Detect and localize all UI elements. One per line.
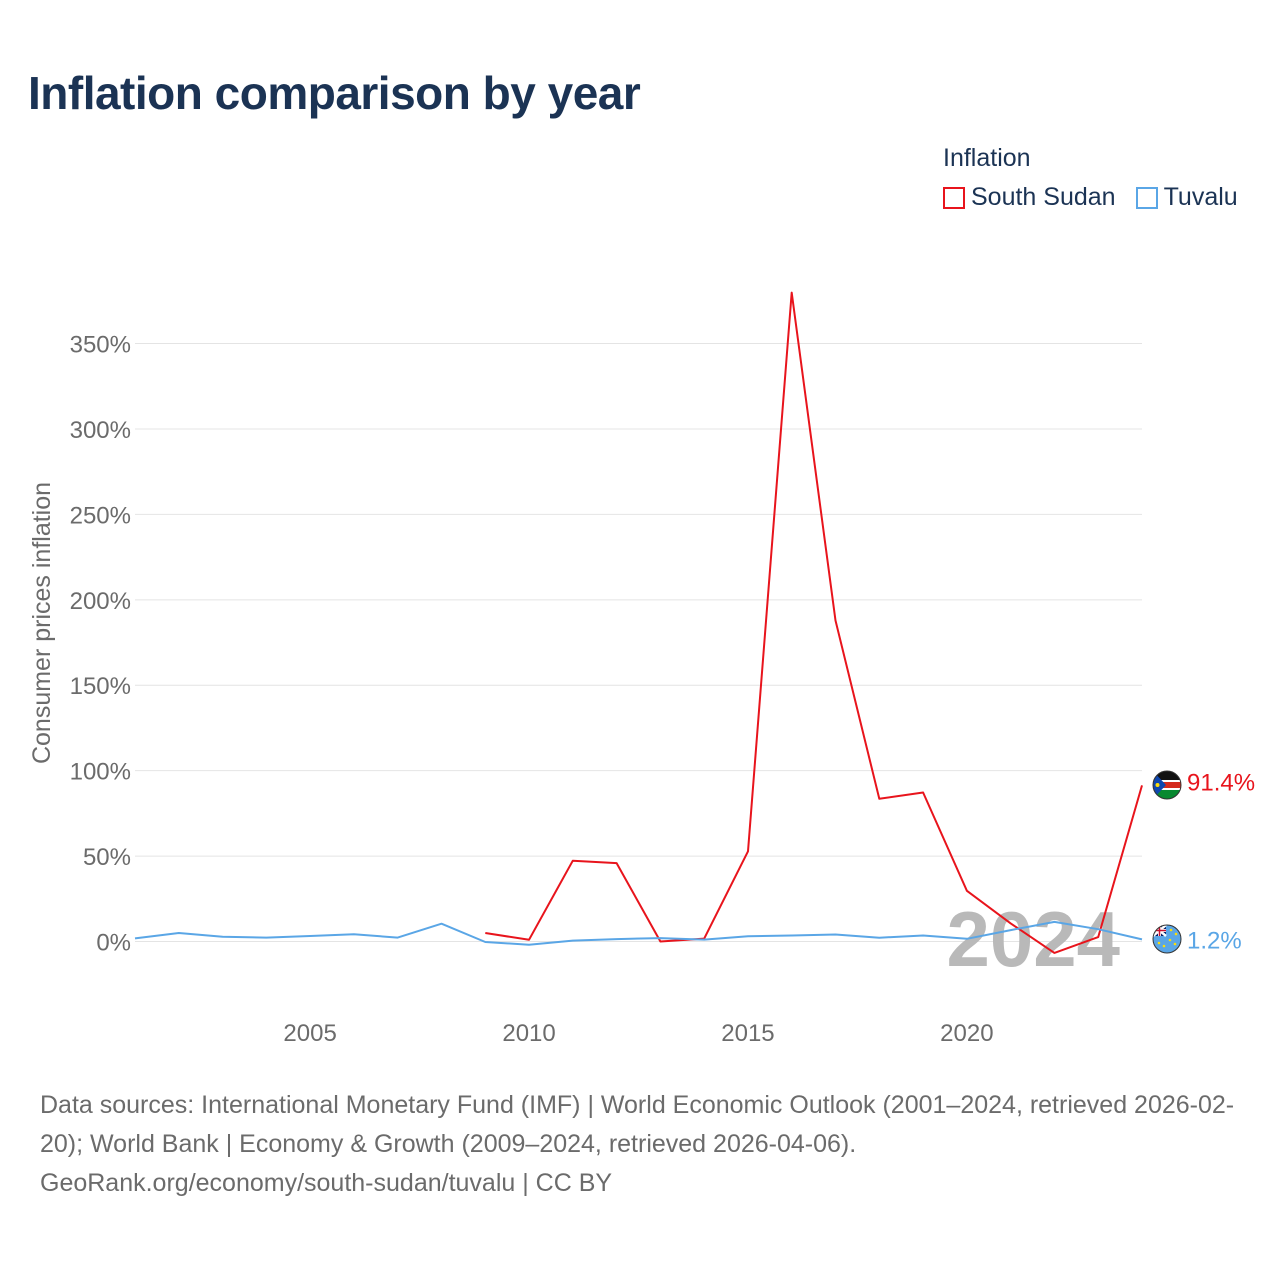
x-tick-label: 2010 <box>502 1020 555 1047</box>
x-tick-label: 2015 <box>721 1020 774 1047</box>
chart-title: Inflation comparison by year <box>28 67 641 119</box>
end-value-label-south-sudan: 91.4% <box>1187 769 1255 796</box>
data-point-south-sudan[interactable] <box>1095 934 1101 940</box>
data-point-tuvalu[interactable] <box>526 942 532 948</box>
end-value-label-tuvalu: 1.2% <box>1187 927 1242 954</box>
credit-link[interactable]: GeoRank.org/economy/south-sudan/tuvalu |… <box>40 1169 613 1197</box>
data-point-tuvalu[interactable] <box>833 931 839 937</box>
data-point-tuvalu[interactable] <box>482 939 488 945</box>
data-point-tuvalu[interactable] <box>176 930 182 936</box>
y-tick-label: 0% <box>96 930 131 957</box>
legend-swatch-south-sudan <box>943 186 965 209</box>
data-point-south-sudan[interactable] <box>964 888 970 894</box>
y-tick-label: 200% <box>70 588 131 615</box>
tuvalu-flag-icon <box>1152 924 1182 954</box>
y-axis-title: Consumer prices inflation <box>28 482 56 764</box>
x-tick-label: 2020 <box>940 1020 993 1047</box>
data-point-tuvalu[interactable] <box>1095 926 1101 932</box>
data-point-tuvalu[interactable] <box>789 933 795 939</box>
data-point-south-sudan[interactable] <box>570 858 576 864</box>
legend-swatch-tuvalu <box>1135 186 1158 209</box>
y-tick-label: 350% <box>70 332 131 359</box>
legend-item-south-sudan[interactable]: South Sudan <box>943 183 1116 212</box>
data-point-south-sudan[interactable] <box>876 796 882 802</box>
data-point-tuvalu[interactable] <box>920 933 926 939</box>
data-point-south-sudan[interactable] <box>1051 950 1057 956</box>
data-point-tuvalu[interactable] <box>876 935 882 941</box>
series-group: 91.4% 1.2% <box>132 290 1255 956</box>
x-axis: 2005 2010 2015 2020 <box>283 1020 993 1047</box>
y-tick-label: 100% <box>70 759 131 786</box>
legend-title: Inflation <box>943 144 1031 172</box>
data-point-south-sudan[interactable] <box>1139 782 1145 788</box>
y-tick-label: 50% <box>83 844 131 871</box>
series-line-south-sudan[interactable] <box>485 291 1143 954</box>
footer: Data sources: International Monetary Fun… <box>40 1086 1250 1203</box>
data-point-tuvalu[interactable] <box>263 935 269 941</box>
data-point-tuvalu[interactable] <box>964 936 970 942</box>
grid-lines <box>135 343 1142 942</box>
south-sudan-flag-icon <box>1152 770 1182 800</box>
line-chart: 0%50%100%150%200%250%300%350% 2005 2010 20… <box>28 290 1255 1047</box>
x-tick-label: 2005 <box>283 1020 336 1047</box>
y-tick-label: 300% <box>70 417 131 444</box>
data-point-tuvalu[interactable] <box>351 931 357 937</box>
data-point-south-sudan[interactable] <box>614 860 620 866</box>
legend-item-tuvalu[interactable]: Tuvalu <box>1135 183 1238 212</box>
data-point-tuvalu[interactable] <box>1008 927 1014 933</box>
data-point-tuvalu[interactable] <box>614 936 620 942</box>
data-point-tuvalu[interactable] <box>701 937 707 943</box>
data-point-tuvalu[interactable] <box>307 933 313 939</box>
data-sources: Data sources: International Monetary Fun… <box>40 1091 1235 1158</box>
y-axis: 0% 50% 100% 150% 200% 250% 300% 350% <box>70 332 131 957</box>
y-tick-label: 150% <box>70 673 131 700</box>
data-point-south-sudan[interactable] <box>833 617 839 623</box>
data-point-south-sudan[interactable] <box>745 848 751 854</box>
legend-label-tuvalu: Tuvalu <box>1163 183 1238 211</box>
legend: Inflation South Sudan Tuvalu <box>943 144 1238 212</box>
data-point-tuvalu[interactable] <box>438 921 444 927</box>
data-point-south-sudan[interactable] <box>482 930 488 936</box>
data-point-south-sudan[interactable] <box>789 290 795 296</box>
data-point-tuvalu[interactable] <box>1139 936 1145 942</box>
data-point-tuvalu[interactable] <box>657 935 663 941</box>
data-point-south-sudan[interactable] <box>1008 920 1014 926</box>
data-point-tuvalu[interactable] <box>395 935 401 941</box>
data-point-south-sudan[interactable] <box>920 790 926 796</box>
series-line-tuvalu[interactable] <box>134 920 1143 946</box>
data-point-tuvalu[interactable] <box>220 934 226 940</box>
data-point-tuvalu[interactable] <box>570 938 576 944</box>
data-point-tuvalu[interactable] <box>132 935 138 941</box>
legend-label-south-sudan: South Sudan <box>971 183 1116 211</box>
data-point-tuvalu[interactable] <box>745 933 751 939</box>
y-tick-label: 250% <box>70 502 131 529</box>
data-point-tuvalu[interactable] <box>1051 919 1057 925</box>
